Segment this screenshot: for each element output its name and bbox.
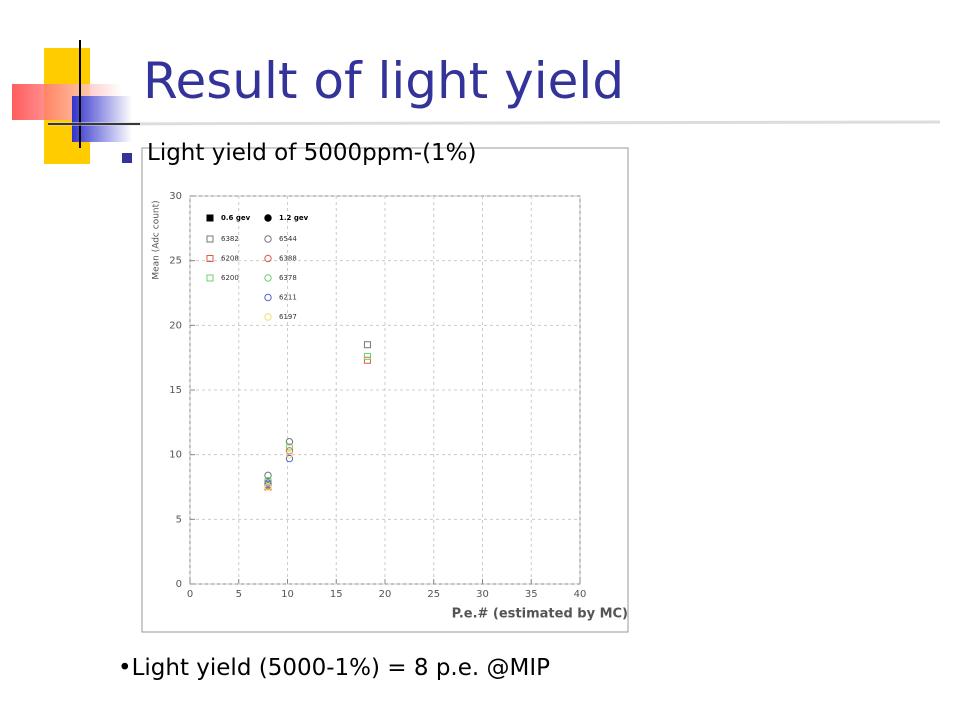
legend-label: 6197	[279, 313, 297, 321]
point	[285, 454, 294, 463]
y-tick-label: 0	[176, 579, 182, 590]
legend-marker	[264, 274, 272, 282]
legend-marker	[264, 254, 272, 263]
x-tick-label: 35	[525, 589, 538, 600]
legend-label: 6378	[279, 274, 297, 282]
deco-blue	[72, 96, 132, 142]
legend-label: 0.6 gev	[221, 214, 251, 222]
legend-marker	[264, 235, 272, 243]
legend-marker	[206, 214, 214, 222]
legend-label: 1.2 gev	[279, 214, 309, 222]
x-tick-label: 30	[476, 589, 489, 600]
x-tick-label: 0	[187, 589, 193, 600]
legend-marker	[206, 274, 214, 282]
x-tick-label: 5	[236, 589, 242, 600]
slide-title: Result of light yield	[143, 52, 625, 110]
legend-label: 6388	[279, 255, 297, 263]
y-tick-label: 25	[169, 256, 182, 267]
deco-rule	[47, 120, 941, 126]
bullet-marker	[122, 153, 132, 163]
legend-marker	[206, 255, 214, 262]
point	[285, 443, 294, 451]
point	[264, 471, 272, 480]
y-tick-label: 15	[169, 385, 182, 396]
x-tick-label: 25	[427, 589, 440, 600]
legend-label: 6200	[221, 274, 239, 282]
legend-label: 6544	[279, 235, 297, 243]
legend-label: 6211	[279, 294, 297, 302]
y-axis-label: Mean (Adc count)	[152, 200, 162, 279]
point	[363, 356, 371, 364]
x-axis-label: P.e.# (estimated by MC)	[452, 607, 628, 622]
point	[285, 438, 294, 446]
x-tick-label: 10	[281, 589, 294, 600]
legend-label: 6382	[221, 235, 239, 243]
footer-text: •Light yield (5000-1%) = 8 p.e. @MIP	[118, 655, 551, 681]
point	[363, 341, 371, 349]
legend-label: 6208	[221, 255, 239, 263]
legend-marker	[206, 235, 214, 243]
y-tick-label: 20	[169, 320, 182, 331]
y-tick-label: 5	[176, 514, 182, 525]
bullet-text: Light yield of 5000ppm-(1%)	[147, 140, 477, 166]
point	[264, 483, 272, 491]
point	[264, 479, 272, 487]
point	[363, 352, 371, 360]
legend-marker	[264, 214, 272, 222]
x-tick-label: 20	[379, 589, 392, 600]
x-tick-label: 15	[330, 589, 343, 600]
y-tick-label: 10	[169, 450, 182, 461]
point	[285, 450, 294, 459]
y-tick-label: 30	[169, 191, 182, 202]
legend-marker	[264, 313, 272, 321]
point	[285, 447, 294, 455]
legend-marker	[264, 293, 272, 302]
x-tick-label: 40	[574, 589, 587, 600]
